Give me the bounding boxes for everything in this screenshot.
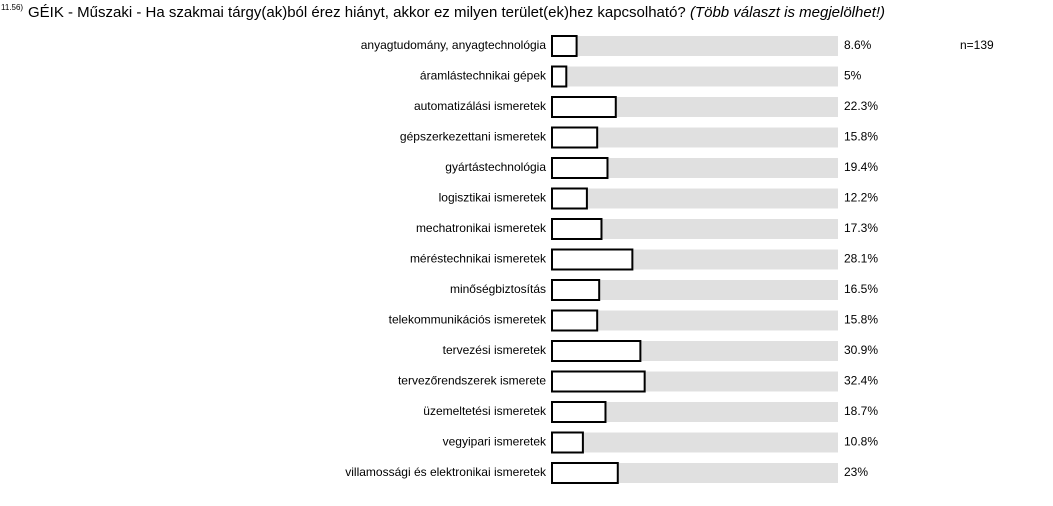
- bar-track: [552, 280, 838, 300]
- category-label: méréstechnikai ismeretek: [410, 252, 547, 266]
- bar: [551, 462, 619, 484]
- bar: [551, 35, 578, 57]
- value-label: 12.2%: [844, 191, 878, 205]
- bar-track: [552, 432, 838, 453]
- bar-track: [552, 310, 838, 331]
- value-label: 16.5%: [844, 282, 878, 296]
- subtitle: (Több választ is megjelölhet!): [690, 4, 885, 21]
- bar: [551, 401, 607, 423]
- annotation: n=139: [960, 38, 994, 52]
- bar: [551, 96, 617, 118]
- category-label: vegyipari ismeretek: [443, 435, 547, 449]
- category-label: automatizálási ismeretek: [414, 99, 547, 113]
- bar-track: [552, 66, 838, 87]
- category-label: telekommunikációs ismeretek: [389, 313, 547, 327]
- bar: [551, 370, 646, 393]
- bar-track: [552, 463, 838, 483]
- bar: [551, 187, 588, 210]
- category-label: mechatronikai ismeretek: [416, 221, 547, 235]
- value-label: 15.8%: [844, 130, 878, 144]
- value-label: 30.9%: [844, 343, 878, 357]
- value-label: 8.6%: [844, 38, 872, 52]
- bar-track: [552, 36, 838, 56]
- category-label: anyagtudomány, anyagtechnológia: [361, 38, 547, 52]
- bar-track: [552, 188, 838, 209]
- category-label: minőségbiztosítás: [450, 282, 546, 296]
- category-label: gyártástechnológia: [445, 160, 546, 174]
- value-label: 23%: [844, 465, 868, 479]
- title-text: GÉIK - Műszaki - Ha szakmai tárgy(ak)ból…: [28, 4, 686, 21]
- category-label: tervezőrendszerek ismerete: [398, 374, 546, 388]
- value-label: 32.4%: [844, 374, 878, 388]
- value-label: 28.1%: [844, 252, 878, 266]
- bar-track: [552, 97, 838, 117]
- chart-title: GÉIK - Műszaki - Ha szakmai tárgy(ak)ból…: [28, 4, 885, 21]
- bar: [551, 126, 599, 149]
- value-label: 22.3%: [844, 99, 878, 113]
- bar: [551, 279, 601, 301]
- bar-track: [552, 402, 838, 422]
- value-label: 10.8%: [844, 435, 878, 449]
- value-label: 19.4%: [844, 160, 878, 174]
- category-label: villamossági és elektronikai ismeretek: [345, 465, 547, 479]
- value-label: 5%: [844, 69, 862, 83]
- bar-track: [552, 219, 838, 239]
- bar-track: [552, 158, 838, 178]
- value-label: 15.8%: [844, 313, 878, 327]
- question-number: 11.56): [1, 3, 23, 12]
- bar: [551, 309, 599, 332]
- bar: [551, 65, 568, 88]
- value-label: 18.7%: [844, 404, 878, 418]
- bar: [551, 157, 609, 179]
- category-label: tervezési ismeretek: [443, 343, 547, 357]
- value-label: 17.3%: [844, 221, 878, 235]
- category-label: üzemeltetési ismeretek: [423, 404, 547, 418]
- category-label: áramlástechnikai gépek: [420, 69, 547, 83]
- category-label: logisztikai ismeretek: [439, 191, 547, 205]
- bar: [551, 340, 642, 362]
- bar-track: [552, 127, 838, 148]
- category-label: gépszerkezettani ismeretek: [400, 130, 547, 144]
- bar: [551, 218, 603, 240]
- bar: [551, 431, 584, 454]
- bar: [551, 248, 634, 271]
